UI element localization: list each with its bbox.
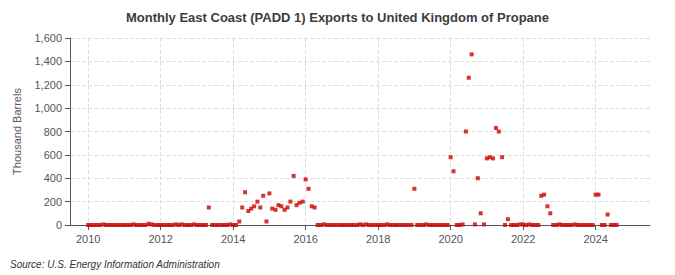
svg-text:Source: U.S. Energy Informatio: Source: U.S. Energy Information Administ… [10,259,220,270]
svg-text:1,200: 1,200 [34,79,62,91]
svg-text:600: 600 [44,149,62,161]
svg-text:2010: 2010 [76,233,100,245]
svg-text:2020: 2020 [438,233,462,245]
svg-text:0: 0 [56,219,62,231]
svg-text:800: 800 [44,126,62,138]
svg-text:Thousand Barrels: Thousand Barrels [11,88,23,175]
svg-text:400: 400 [44,172,62,184]
svg-text:2018: 2018 [366,233,390,245]
svg-text:2014: 2014 [221,233,245,245]
svg-text:1,000: 1,000 [34,102,62,114]
svg-text:2022: 2022 [511,233,535,245]
svg-text:2016: 2016 [293,233,317,245]
svg-text:1,600: 1,600 [34,32,62,44]
svg-text:200: 200 [44,196,62,208]
svg-text:2024: 2024 [583,233,607,245]
svg-text:Monthly East Coast (PADD 1) Ex: Monthly East Coast (PADD 1) Exports to U… [126,10,549,25]
svg-text:2012: 2012 [148,233,172,245]
svg-text:1,400: 1,400 [34,55,62,67]
